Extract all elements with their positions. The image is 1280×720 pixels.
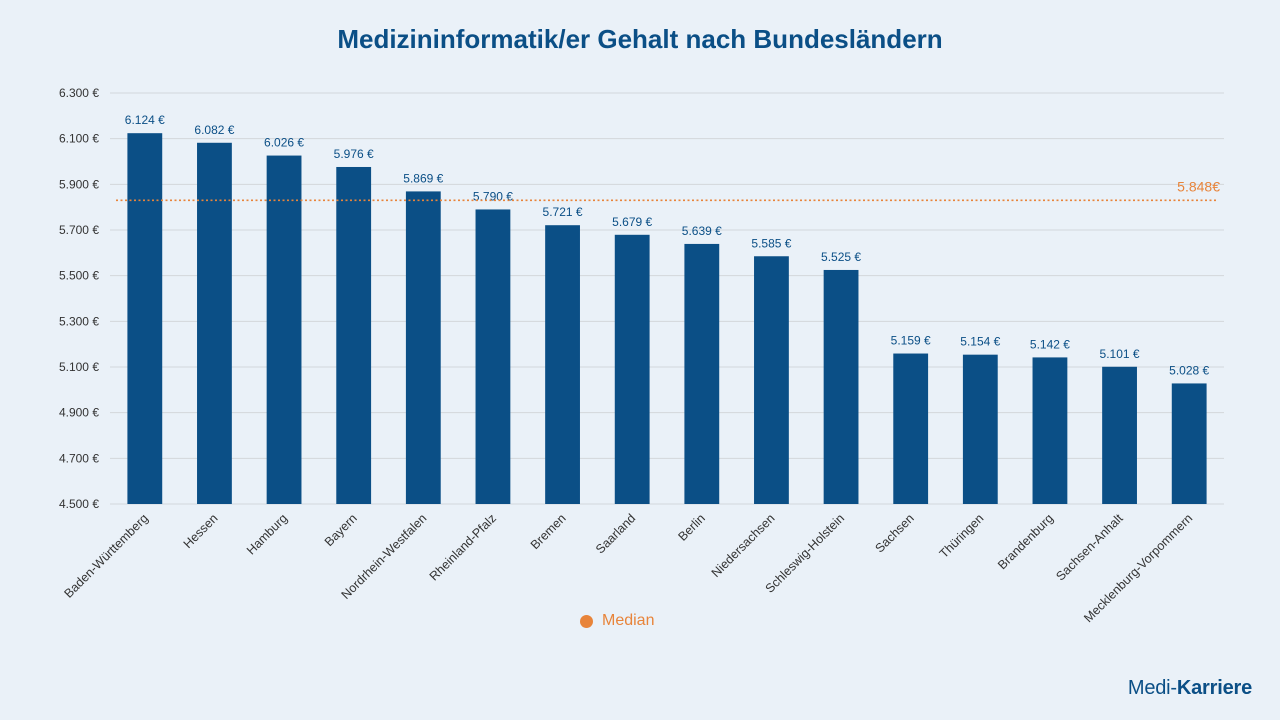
data-label: 5.790 € — [473, 189, 513, 203]
data-label: 5.869 € — [403, 171, 443, 185]
y-tick-label: 6.100 € — [59, 132, 99, 146]
x-axis-ticks: Baden-Württemberg Hessen Hamburg BayernNord… — [61, 511, 1195, 625]
bar — [962, 354, 998, 504]
bar — [405, 191, 441, 504]
bars — [127, 133, 1207, 505]
data-label: 5.154 € — [960, 335, 1000, 349]
bar — [266, 155, 302, 504]
bar — [754, 256, 789, 504]
median-value-label: 5.848€ — [1177, 178, 1220, 194]
x-tick-label: Hamburg — [244, 511, 290, 557]
bar — [823, 269, 859, 504]
data-label: 5.525 € — [821, 250, 861, 264]
x-tick-label: Bayern — [322, 511, 360, 549]
y-tick-label: 4.500 € — [59, 497, 99, 511]
y-tick-label: 5.700 € — [59, 223, 99, 237]
data-label: 6.124 € — [125, 113, 165, 127]
data-label: 5.159 € — [891, 334, 931, 348]
x-tick-label: Saarland — [593, 511, 638, 556]
bar — [1032, 357, 1068, 504]
x-tick-label: Brandenburg — [995, 511, 1056, 572]
bar — [893, 353, 929, 504]
y-tick-label: 6.300 € — [59, 86, 99, 100]
brand-logo: Medi-Karriere — [1128, 677, 1252, 700]
data-label: 5.101 € — [1100, 347, 1140, 361]
y-tick-label: 4.900 € — [59, 406, 99, 420]
data-label: 5.721 € — [543, 205, 583, 219]
bar — [545, 225, 580, 504]
x-tick-label: Thüringen — [937, 511, 987, 561]
data-label: 5.585 € — [751, 236, 791, 250]
data-label: 5.679 € — [612, 215, 652, 229]
bar — [684, 243, 720, 504]
bar — [127, 133, 163, 505]
y-tick-label: 5.300 € — [59, 314, 99, 328]
x-tick-label: Sachsen-Anhalt — [1053, 511, 1126, 584]
data-label: 5.142 € — [1030, 337, 1070, 351]
bar — [475, 209, 511, 504]
bar — [614, 234, 650, 505]
median-overlay: 5.848€ — [116, 178, 1220, 202]
legend: Median — [580, 612, 654, 630]
bar — [197, 142, 232, 504]
data-label: 6.026 € — [264, 136, 304, 150]
brand-logo-left: Medi- — [1127, 677, 1177, 699]
data-label: 5.976 € — [334, 147, 374, 161]
data-label: 6.082 € — [194, 123, 234, 137]
y-tick-label: 5.500 € — [59, 269, 99, 283]
y-tick-label: 5.900 € — [59, 177, 99, 191]
bar — [1102, 366, 1137, 504]
chart-title: Medizininformatik/er Gehalt nach Bundesl… — [337, 24, 943, 54]
x-tick-label: Berlin — [675, 511, 708, 544]
x-tick-label: Hessen — [181, 511, 221, 551]
x-tick-label: Rheinland-Pfalz — [427, 511, 499, 583]
brand-logo-right: Karriere — [1176, 677, 1252, 699]
data-label: 5.639 € — [682, 224, 722, 238]
x-tick-label: Niedersachsen — [709, 511, 778, 580]
x-tick-label: Bremen — [528, 511, 569, 552]
legend-marker-median — [580, 614, 593, 628]
legend-label-median: Median — [602, 612, 655, 629]
bar — [336, 166, 372, 505]
y-tick-label: 5.100 € — [59, 360, 99, 374]
x-tick-label: Baden-Württemberg — [61, 511, 151, 601]
bar — [1171, 383, 1207, 504]
y-axis-ticks: 4.500 € 4.700 € 4.900 € 5.100 € 5.300 € 5.500… — [59, 86, 99, 511]
y-tick-label: 4.700 € — [59, 451, 99, 465]
x-tick-label: Sachsen — [873, 511, 917, 555]
x-tick-label: Schleswig-Holstein — [763, 511, 848, 596]
data-label: 5.028 € — [1169, 363, 1209, 377]
